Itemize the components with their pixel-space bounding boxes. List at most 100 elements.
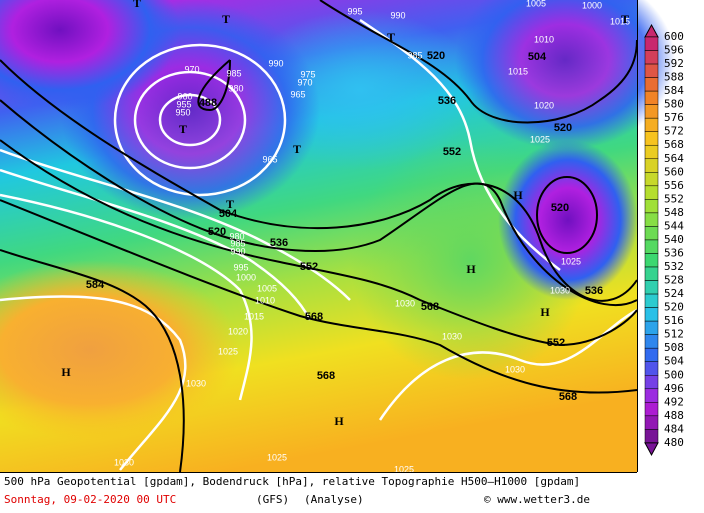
colorbar-band [644, 334, 659, 349]
colorbar-band [644, 320, 659, 335]
colorbar-band [644, 239, 659, 254]
pressure-label: 1005 [257, 283, 277, 293]
geopotential-label: 504 [219, 208, 238, 220]
pressure-center: H [466, 262, 476, 276]
geopotential-contours [0, 0, 638, 473]
pressure-label: 1025 [218, 346, 238, 356]
field [0, 260, 240, 440]
geopotential-label: 568 [559, 391, 577, 403]
colorbar-band [644, 172, 659, 187]
pressure-center: T [222, 12, 230, 26]
colorbar-tick-label: 520 [664, 301, 684, 314]
pressure-label: 950 [175, 107, 190, 117]
colorbar-band [644, 117, 659, 132]
field [0, 0, 180, 110]
geopotential-label: 520 [551, 202, 569, 214]
colorbar-band [644, 104, 659, 119]
geopotential-label: 504 [528, 51, 547, 63]
colorbar-tick-label: 540 [664, 233, 684, 246]
geopotential-label: 568 [317, 370, 335, 382]
pressure-label: 1030 [550, 285, 570, 295]
pressure-label: 1025 [561, 256, 581, 266]
colorbar-tick-label: 596 [664, 44, 684, 57]
pressure-center: T [133, 0, 141, 10]
colorbar-tick-label: 576 [664, 111, 684, 124]
geopotential-label: 552 [300, 261, 318, 273]
pressure-label: 970 [184, 64, 199, 74]
pressure-label: 985 [230, 238, 245, 248]
colorbar-tick-label: 588 [664, 71, 684, 84]
colorbar-band [644, 226, 659, 241]
geopotential-label: 568 [421, 301, 439, 313]
pressure-label: 995 [347, 6, 362, 16]
geopotential-label: 520 [427, 50, 445, 62]
pressure-label: 985 [407, 50, 422, 60]
colorbar-tick-label: 480 [664, 436, 684, 449]
pressure-label: 990 [268, 58, 283, 68]
colorbar-tick-label: 532 [664, 260, 684, 273]
footer-model: (GFS) [256, 493, 289, 506]
pressure-label: 1025 [394, 464, 414, 474]
colorbar-tick-label: 500 [664, 368, 684, 381]
colorbar-tick-label: 560 [664, 165, 684, 178]
colorbar-tick-label: 580 [664, 98, 684, 111]
colorbar-band [644, 253, 659, 268]
pressure-label: 1025 [530, 134, 550, 144]
pressure-label: 965 [262, 154, 277, 164]
colorbar-band [644, 199, 659, 214]
colorbar-tick-label: 536 [664, 246, 684, 259]
pressure-label: 1005 [526, 0, 546, 8]
geopotential-label: 552 [443, 146, 461, 158]
pressure-center: T [293, 142, 301, 156]
pressure-center: H [540, 305, 550, 319]
colorbar-tick-label: 512 [664, 328, 684, 341]
geopotential-label: 584 [86, 279, 105, 291]
pressure-label: 1020 [228, 326, 248, 336]
colorbar-band [644, 415, 659, 430]
pressure-label: 970 [297, 77, 312, 87]
colorbar-tick-label: 600 [664, 30, 684, 43]
pressure-label: 1000 [236, 272, 256, 282]
colorbar-band [644, 307, 659, 322]
colorbar-tick-label: 544 [664, 219, 684, 232]
pressure-label: 1030 [114, 457, 134, 467]
colorbar-band [644, 388, 659, 403]
pressure-label: 1010 [534, 34, 554, 44]
geopotential-label: 520 [208, 226, 226, 238]
pressure-center: H [61, 365, 71, 379]
colorbar-band [644, 90, 659, 105]
colorbar-band [644, 266, 659, 281]
pressure-center: T [621, 12, 629, 26]
geopotential-label: 536 [438, 95, 456, 107]
colorbar-band [644, 144, 659, 160]
colorbar-band [644, 158, 659, 173]
pressure-label: 1030 [442, 331, 462, 341]
footer-credit: © www.wetter3.de [484, 493, 590, 506]
pressure-label: 985 [226, 68, 241, 78]
geopotential-label: 488 [199, 97, 217, 109]
colorbar-tick-label: 524 [664, 287, 684, 300]
pressure-label: 1015 [610, 16, 630, 26]
pressure-label: 1015 [508, 66, 528, 76]
pressure-label: 990 [230, 246, 245, 256]
colorbar-band [644, 185, 659, 200]
footer-line: 500 hPa Geopotential [gpdam], Bodendruck… [4, 475, 580, 488]
footer-date: Sonntag, 09-02-2020 00 UTC [4, 493, 176, 506]
pressure-label: 1000 [582, 0, 602, 10]
colorbar-tick-label: 584 [664, 84, 684, 97]
geopotential-label: 536 [585, 285, 603, 297]
colorbar-band [644, 36, 659, 51]
pressure-label: 980 [228, 83, 243, 93]
pressure-center: T [179, 122, 187, 136]
pressure-center: H [334, 414, 344, 428]
colorbar-band [644, 361, 659, 376]
geopotential-label: 536 [270, 237, 288, 249]
pressure-label: 1020 [534, 100, 554, 110]
colorbar-band [644, 212, 659, 227]
colorbar-tick-label: 492 [664, 395, 684, 408]
colorbar-tick-label: 496 [664, 382, 684, 395]
pressure-label: 1025 [267, 452, 287, 462]
pressure-center: H [513, 188, 523, 202]
